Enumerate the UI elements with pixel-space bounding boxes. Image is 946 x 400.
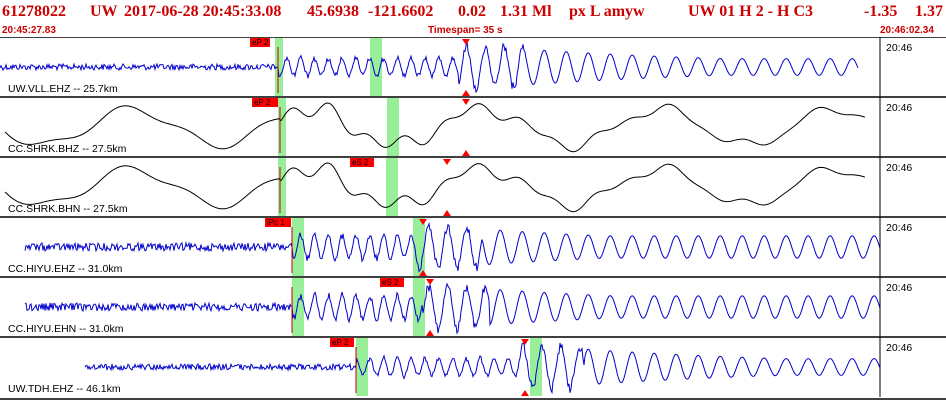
pick-label: eS 2	[382, 278, 399, 287]
trace-label: CC.HIYU.EHN -- 31.0km	[8, 323, 124, 335]
trace-label: CC.SHRK.BHZ -- 27.5km	[8, 143, 127, 155]
pick-label: eP 2	[332, 338, 349, 347]
pick-marker[interactable]	[350, 158, 374, 167]
trace-time: 20:46	[886, 282, 912, 294]
origin-datetime: 2017-06-28 20:45:33.08	[124, 3, 282, 20]
arrival-triangle-top	[443, 159, 451, 165]
trace-time: 20:46	[886, 42, 912, 54]
station-info: UW 01 H 2 - H C3	[688, 3, 814, 20]
pick-window	[356, 338, 368, 396]
start-time: 20:45:27.83	[2, 25, 56, 36]
pick-marker[interactable]	[252, 98, 278, 107]
event-id: 61278022	[2, 3, 66, 20]
quality-flags: px L amyw	[569, 3, 645, 20]
trace-label: UW.VLL.EHZ -- 25.7km	[8, 83, 118, 95]
magnitude: 1.31 Ml	[500, 3, 552, 20]
pick-window	[370, 38, 382, 96]
pick-window	[292, 218, 304, 276]
pick-window	[278, 158, 286, 216]
trace-label: CC.SHRK.BHN -- 27.5km	[8, 203, 128, 215]
waveform	[4, 102, 866, 153]
waveform	[4, 162, 866, 213]
trace-4[interactable]: eS 2 20:46 CC.HIYU.EHN -- 31.0km	[0, 276, 946, 337]
trace-label: UW.TDH.EHZ -- 46.1km	[8, 383, 121, 395]
trace-time: 20:46	[886, 342, 912, 354]
arrival-triangle-bottom	[462, 90, 470, 96]
pick-window	[275, 38, 283, 96]
arrival-triangle-bottom	[419, 270, 427, 276]
arrival-triangle-top	[462, 39, 470, 45]
arrival-triangle-top	[521, 339, 529, 345]
depth: 0.02	[458, 3, 486, 20]
traces-layer: eP 2 20:46 UW.VLL.EHZ -- 25.7km eP 2 20:46 CC…	[0, 37, 946, 400]
trace-label: CC.HIYU.EHZ -- 31.0km	[8, 263, 123, 275]
waveform	[84, 342, 881, 395]
pick-window	[387, 98, 399, 156]
pick-label: eS 2	[352, 158, 369, 167]
arrival-triangle-bottom	[426, 330, 434, 336]
pick-label: eP 2	[252, 38, 269, 47]
waveform	[24, 282, 881, 335]
pick-marker[interactable]	[265, 218, 291, 227]
arrival-triangle-top	[419, 219, 427, 225]
trace-time: 20:46	[886, 162, 912, 174]
pick-window	[292, 278, 304, 336]
network-code: UW	[90, 3, 118, 20]
arrival-triangle-top	[462, 99, 470, 105]
extra-value-1: -1.35	[864, 3, 898, 20]
arrival-triangle-top	[426, 279, 434, 285]
arrival-triangle-bottom	[521, 390, 529, 396]
trace-3[interactable]: iPc 1 20:46 CC.HIYU.EHZ -- 31.0km	[0, 216, 946, 277]
trace-time: 20:46	[886, 102, 912, 114]
pick-marker[interactable]	[330, 338, 354, 347]
pick-window	[413, 278, 425, 336]
waveform	[24, 222, 881, 273]
end-time: 20:46:02.34	[880, 25, 934, 36]
pick-label: iPc 1	[267, 218, 285, 227]
timespan-label: Timespan= 35 s	[428, 25, 503, 36]
pick-window	[530, 338, 542, 396]
event-header: 61278022 UW 2017-06-28 20:45:33.08 45.69…	[2, 0, 946, 20]
trace-1[interactable]: eP 2 20:46 CC.SHRK.BHZ -- 27.5km	[0, 96, 946, 157]
extra-value-2: 1.37	[915, 3, 943, 20]
trace-5[interactable]: eP 2 20:46 UW.TDH.EHZ -- 46.1km	[0, 336, 946, 397]
latitude: 45.6938	[307, 3, 359, 20]
seismogram-panel[interactable]: eP 2 20:46 UW.VLL.EHZ -- 25.7km eP 2 20:46 CC…	[0, 37, 946, 400]
longitude: -121.6602	[368, 3, 434, 20]
arrival-triangle-bottom	[462, 150, 470, 156]
pick-marker[interactable]	[380, 278, 404, 287]
pick-label: eP 2	[254, 98, 271, 107]
trace-2[interactable]: eS 2 20:46 CC.SHRK.BHN -- 27.5km	[0, 156, 946, 217]
trace-time: 20:46	[886, 222, 912, 234]
arrival-triangle-bottom	[443, 210, 451, 216]
pick-window	[278, 98, 286, 156]
pick-marker[interactable]	[250, 38, 270, 47]
trace-0[interactable]: eP 2 20:46 UW.VLL.EHZ -- 25.7km	[0, 37, 946, 97]
waveform	[0, 41, 859, 94]
